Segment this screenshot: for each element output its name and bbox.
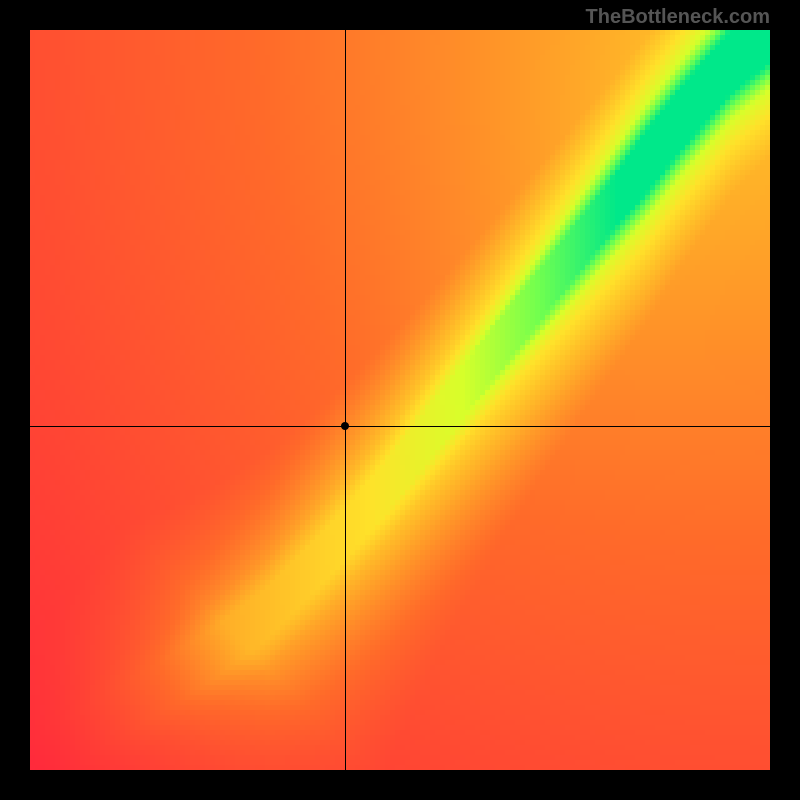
- heatmap-canvas: [30, 30, 770, 770]
- crosshair-horizontal: [30, 426, 770, 427]
- watermark-text: TheBottleneck.com: [586, 6, 770, 29]
- crosshair-marker-dot: [341, 422, 349, 430]
- chart-container: TheBottleneck.com: [0, 0, 800, 800]
- crosshair-vertical: [345, 30, 346, 770]
- plot-area: [30, 30, 770, 770]
